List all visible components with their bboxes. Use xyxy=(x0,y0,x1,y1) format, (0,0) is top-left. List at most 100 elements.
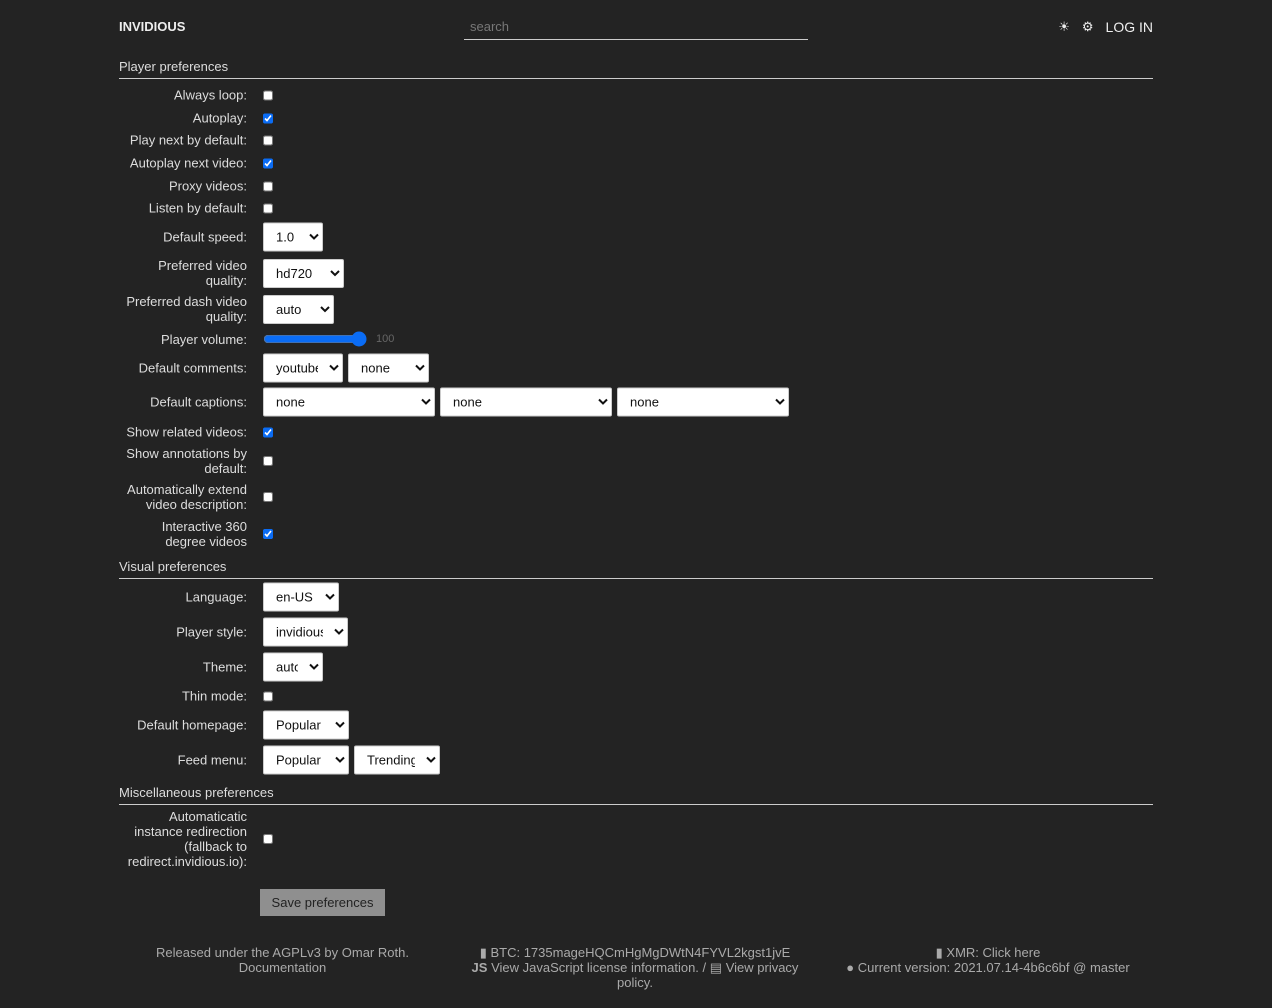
js-license-link[interactable]: View JavaScript license information. xyxy=(491,960,699,975)
label: Automaticatic instance redirection (fall… xyxy=(127,809,247,869)
listen-checkbox[interactable] xyxy=(263,203,273,213)
footer-center: ▮ BTC: 1735mageHQCmHgMgDWtN4FYVL2kgst1jv… xyxy=(470,945,800,990)
row-language: Language: en-US xyxy=(119,582,1153,612)
row-thin: Thin mode: xyxy=(119,689,1153,704)
player-style-select[interactable]: invidious xyxy=(263,617,348,647)
label: Language: xyxy=(185,589,247,605)
footer-left: Released under the AGPLv3 by Omar Roth. … xyxy=(140,945,425,975)
captions-select-1[interactable]: none xyxy=(263,387,435,417)
theme-select[interactable]: auto xyxy=(263,652,323,682)
row-related: Show related videos: xyxy=(119,425,1153,440)
row-annotations: Show annotations by default: xyxy=(119,446,1153,476)
row-360: Interactive 360 degree videos xyxy=(119,519,1153,549)
label: Preferred dash video quality: xyxy=(126,294,247,324)
language-select[interactable]: en-US xyxy=(263,582,339,612)
thin-mode-checkbox[interactable] xyxy=(263,691,273,701)
dash-quality-select[interactable]: auto xyxy=(263,294,334,324)
quality-select[interactable]: hd720 xyxy=(263,258,344,288)
row-quality: Preferred video quality: hd720 xyxy=(119,258,1153,288)
wallet-icon: ▮ xyxy=(479,945,491,960)
label: Autoplay: xyxy=(192,110,247,126)
privacy-link[interactable]: View privacy policy. xyxy=(617,960,799,990)
label: Show related videos: xyxy=(126,424,247,440)
feed-select-2[interactable]: Trending xyxy=(354,745,440,775)
brand-logo[interactable]: INVIDIOUS xyxy=(119,19,186,34)
speed-select[interactable]: 1.0 xyxy=(263,222,323,252)
proxy-checkbox[interactable] xyxy=(263,181,273,191)
label: Default captions: xyxy=(150,394,247,410)
row-autoplay-next: Autoplay next video: xyxy=(119,156,1153,171)
label: Always loop: xyxy=(174,87,247,103)
volume-slider[interactable] xyxy=(263,331,367,347)
row-proxy: Proxy videos: xyxy=(119,179,1153,194)
label: Thin mode: xyxy=(181,688,247,704)
label: Feed menu: xyxy=(177,752,247,768)
label: Listen by default: xyxy=(148,200,247,216)
feed-select-1[interactable]: Popular xyxy=(263,745,349,775)
btc-address: BTC: 1735mageHQCmHgMgDWtN4FYVL2kgst1jvE xyxy=(490,945,791,960)
comments-select-2[interactable]: none xyxy=(348,353,429,383)
label: Autoplay next video: xyxy=(129,155,247,171)
label: Show annotations by default: xyxy=(126,446,247,476)
github-icon: ● xyxy=(846,960,855,975)
row-extend: Automatically extend video description: xyxy=(119,482,1153,512)
section-player: Player preferences xyxy=(119,59,1153,79)
label: Player volume: xyxy=(161,331,247,347)
js-icon: JS xyxy=(471,960,492,975)
captions-select-2[interactable]: none xyxy=(440,387,612,417)
row-speed: Default speed: 1.0 xyxy=(119,222,1153,252)
label: Automatically extend video description: xyxy=(127,482,247,512)
play-next-checkbox[interactable] xyxy=(263,135,273,145)
search-input[interactable] xyxy=(464,14,808,40)
volume-value: 100 xyxy=(376,333,395,345)
section-visual: Visual preferences xyxy=(119,559,1153,579)
xmr-link[interactable]: XMR: Click here xyxy=(946,945,1041,960)
row-captions: Default captions: none none none xyxy=(119,387,1153,417)
captions-select-3[interactable]: none xyxy=(617,387,789,417)
label: Player style: xyxy=(176,624,247,640)
top-nav: ☀ ⚙ LOG IN xyxy=(1058,19,1153,35)
row-autoplay: Autoplay: xyxy=(119,111,1153,126)
row-theme: Theme: auto xyxy=(119,652,1153,682)
redirect-checkbox[interactable] xyxy=(263,834,273,844)
row-comments: Default comments: youtube none xyxy=(119,353,1153,383)
sun-icon[interactable]: ☀ xyxy=(1058,19,1070,34)
label: Preferred video quality: xyxy=(158,258,247,288)
wallet-icon: ▮ xyxy=(935,945,947,960)
autoplay-checkbox[interactable] xyxy=(263,113,273,123)
version-text[interactable]: Current version: 2021.07.14-4b6c6bf @ ma… xyxy=(857,960,1130,975)
vr-checkbox[interactable] xyxy=(263,529,273,539)
label: Interactive 360 degree videos xyxy=(161,519,247,549)
related-checkbox[interactable] xyxy=(263,427,273,437)
row-redirect: Automaticatic instance redirection (fall… xyxy=(119,809,1153,869)
row-listen: Listen by default: xyxy=(119,201,1153,216)
autoplay-next-checkbox[interactable] xyxy=(263,158,273,168)
label: Default speed: xyxy=(163,229,247,245)
label: Play next by default: xyxy=(129,132,247,148)
login-link[interactable]: LOG IN xyxy=(1105,19,1153,35)
always-loop-checkbox[interactable] xyxy=(263,90,273,100)
license-text: Released under the AGPLv3 by Omar Roth. xyxy=(156,945,409,960)
label: Theme: xyxy=(202,659,247,675)
row-always-loop: Always loop: xyxy=(119,88,1153,103)
separator: / xyxy=(702,960,707,975)
footer-right: ▮ XMR: Click here ● Current version: 202… xyxy=(830,945,1146,975)
document-icon: ▤ xyxy=(709,960,726,975)
section-misc: Miscellaneous preferences xyxy=(119,785,1153,805)
gear-icon[interactable]: ⚙ xyxy=(1081,19,1094,34)
row-volume: Player volume: 100 xyxy=(119,331,1153,347)
label: Default comments: xyxy=(138,360,247,376)
comments-select-1[interactable]: youtube xyxy=(263,353,343,383)
annotations-checkbox[interactable] xyxy=(263,456,273,466)
label: Default homepage: xyxy=(137,717,247,733)
row-player-style: Player style: invidious xyxy=(119,617,1153,647)
row-dash: Preferred dash video quality: auto xyxy=(119,294,1153,324)
row-play-next: Play next by default: xyxy=(119,133,1153,148)
save-preferences-button[interactable]: Save preferences xyxy=(260,889,385,916)
row-feed: Feed menu: Popular Trending xyxy=(119,745,1153,775)
row-homepage: Default homepage: Popular xyxy=(119,710,1153,740)
documentation-link[interactable]: Documentation xyxy=(238,960,327,975)
homepage-select[interactable]: Popular xyxy=(263,710,349,740)
extend-checkbox[interactable] xyxy=(263,492,273,502)
label: Proxy videos: xyxy=(168,178,247,194)
